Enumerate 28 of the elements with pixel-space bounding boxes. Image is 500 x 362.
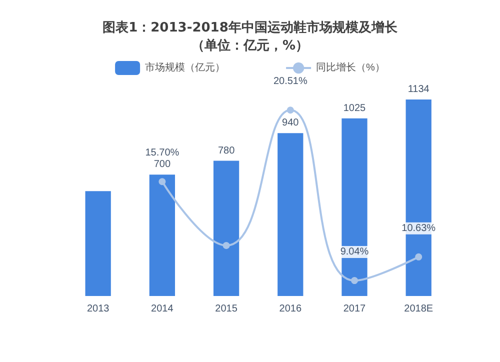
x-tick-label: 2013: [86, 304, 110, 314]
x-tick-label: 2016: [279, 304, 302, 314]
point: [222, 242, 230, 249]
data-label: 9.04%: [340, 246, 369, 258]
bar: [213, 160, 240, 296]
point: [415, 253, 422, 260]
bar: [149, 174, 176, 296]
data-label: 1025: [343, 102, 366, 114]
data-label: 1134: [408, 84, 430, 95]
data-label: 940: [282, 118, 300, 129]
legend-label: 市场规模（亿元）: [145, 62, 226, 74]
legend-label: 同比增长（%）: [316, 62, 385, 74]
data-label: 15.70%: [145, 148, 180, 159]
point: [351, 277, 358, 284]
x-tick-label: 2014: [151, 304, 174, 314]
bar: [278, 133, 304, 296]
chart-title: 图表1：2013-2018年中国运动鞋市场规模及增长（单位：亿元，%）: [102, 20, 398, 54]
data-label: 10.63%: [402, 222, 436, 234]
data-label: 780: [218, 145, 236, 156]
point: [158, 178, 166, 186]
x-tick-label: 2015: [215, 304, 238, 314]
bar: [85, 191, 111, 296]
point: [286, 106, 294, 114]
x-tick-label: 2017: [343, 304, 366, 314]
x-tick-label: 2018E: [404, 304, 434, 314]
data-label: 700: [154, 159, 171, 170]
data-label: 20.51%: [273, 76, 308, 88]
bar: [342, 118, 368, 296]
